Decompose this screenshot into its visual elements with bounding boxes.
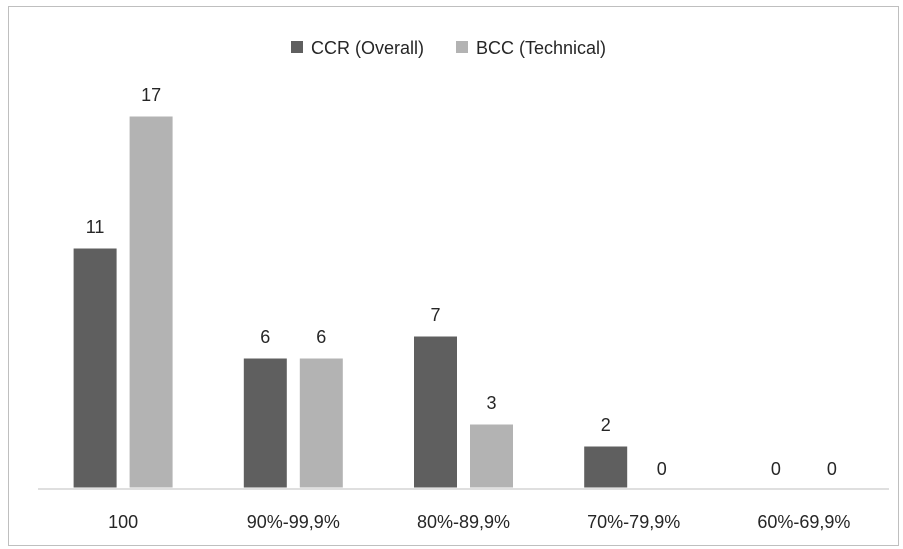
data-label-bcc-4: 0 bbox=[827, 459, 837, 479]
data-label-ccr-4: 0 bbox=[771, 459, 781, 479]
legend-label-bcc: BCC (Technical) bbox=[476, 38, 606, 58]
bars-group bbox=[70, 113, 631, 491]
data-label-bcc-3: 0 bbox=[657, 459, 667, 479]
category-label-4: 60%-69,9% bbox=[757, 512, 850, 532]
bar-bcc-1 bbox=[296, 355, 346, 491]
data-label-ccr-2: 7 bbox=[430, 305, 440, 325]
bar-ccr-1 bbox=[240, 355, 290, 491]
category-label-1: 90%-99,9% bbox=[247, 512, 340, 532]
data-label-ccr-0: 11 bbox=[86, 217, 105, 237]
data-label-ccr-3: 2 bbox=[601, 415, 611, 435]
bar-ccr-3 bbox=[581, 443, 631, 491]
data-label-bcc-0: 17 bbox=[141, 85, 161, 105]
data-label-ccr-1: 6 bbox=[260, 327, 270, 347]
legend-swatch-ccr bbox=[291, 41, 303, 53]
bar-ccr-2 bbox=[411, 333, 460, 491]
bar-bcc-0 bbox=[126, 113, 176, 491]
legend-label-ccr: CCR (Overall) bbox=[311, 38, 424, 58]
data-label-bcc-1: 6 bbox=[316, 327, 326, 347]
data-label-bcc-2: 3 bbox=[486, 393, 496, 413]
category-label-3: 70%-79,9% bbox=[587, 512, 680, 532]
category-labels-group: 100 90%-99,9% 80%-89,9% 70%-79,9% 60%-69,9% bbox=[108, 512, 850, 532]
category-label-2: 80%-89,9% bbox=[417, 512, 510, 532]
bar-ccr-0 bbox=[70, 245, 120, 491]
legend-swatch-bcc bbox=[456, 41, 468, 53]
bar-bcc-2 bbox=[467, 421, 516, 491]
data-labels-group: 11 17 6 6 7 3 2 0 0 0 bbox=[86, 85, 837, 479]
category-label-0: 100 bbox=[108, 512, 138, 532]
chart-legend: CCR (Overall) BCC (Technical) bbox=[291, 38, 606, 58]
